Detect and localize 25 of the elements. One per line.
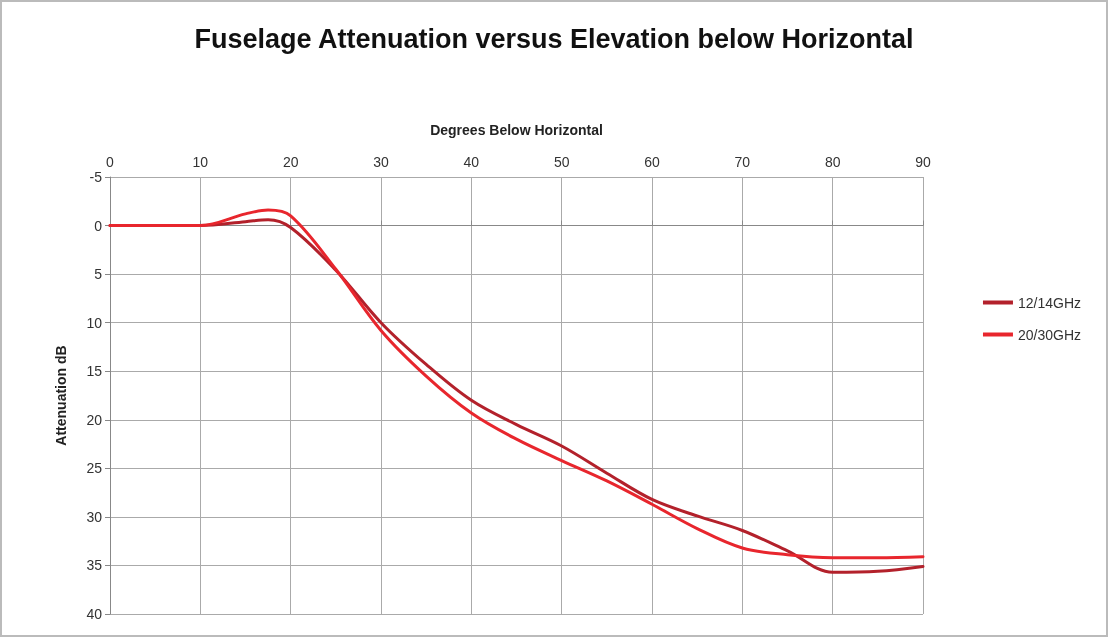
x-tick-label: 30: [373, 154, 389, 170]
y-tick-label: 35: [86, 557, 103, 574]
y-tick-label: 40: [86, 606, 103, 622]
legend-label: 20/30GHz: [1017, 326, 1082, 343]
legend-label: 12/14GHz: [1017, 294, 1082, 311]
x-tick-label: 20: [282, 154, 299, 170]
x-tick-label: 0: [106, 154, 115, 170]
x-axis-title: Degrees Below Horizontal: [430, 122, 603, 138]
x-tick-label: 60: [644, 154, 660, 170]
y-tick-label: 0: [94, 217, 103, 234]
y-tick-label: 20: [86, 411, 103, 428]
x-tick-label: 40: [463, 154, 480, 170]
x-tick-label: 50: [553, 154, 570, 170]
y-tick-label: -5: [89, 169, 103, 185]
x-tick-label: 90: [915, 154, 931, 170]
y-tick-label: 15: [86, 363, 103, 380]
x-tick-label: 80: [824, 154, 841, 170]
y-tick-label: 25: [86, 460, 103, 477]
y-axis-title: Attenuation dB: [53, 345, 69, 446]
y-tick-label: 5: [94, 266, 103, 283]
x-tick-label: 10: [192, 154, 209, 170]
y-tick-label: 10: [86, 314, 103, 331]
x-tick-label: 70: [734, 154, 751, 170]
chart-title: Fuselage Attenuation versus Elevation below Horizontal: [194, 23, 914, 54]
y-tick-label: 30: [86, 508, 103, 525]
